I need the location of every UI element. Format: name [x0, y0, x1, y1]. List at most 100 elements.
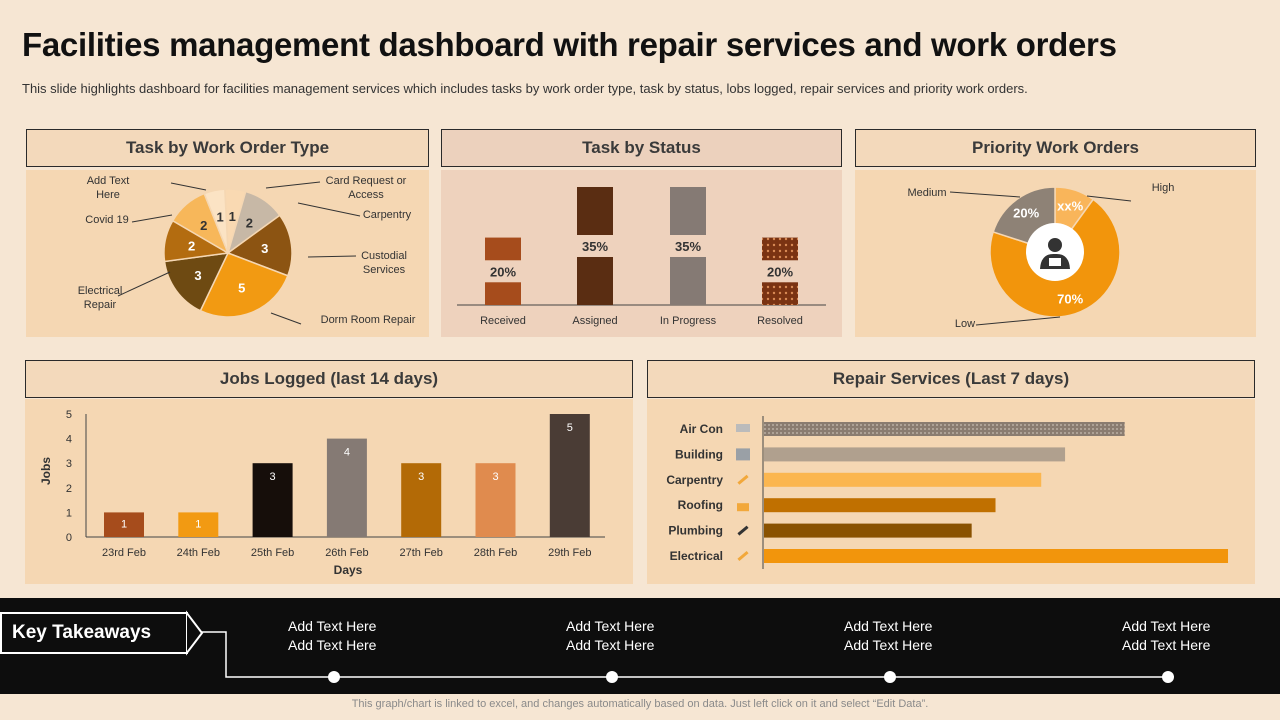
job-bar [178, 512, 219, 537]
building-icon [736, 448, 750, 461]
x-tick-label: 24th Feb [177, 547, 220, 559]
status-header: Task by Status [441, 129, 842, 167]
repair-bar [764, 549, 1229, 563]
repair-bar [764, 422, 1125, 436]
electrical-icon [737, 550, 749, 562]
x-tick-label: 26th Feb [325, 547, 368, 559]
y-tick-label: 2 [66, 483, 72, 495]
y-category-label: Carpentry [666, 473, 723, 487]
work-order-type-header: Task by Work Order Type [26, 129, 429, 167]
bar-value-label: 1 [195, 518, 201, 530]
y-category-label: Building [675, 447, 723, 461]
leader-line [307, 255, 357, 258]
repair-panel: Air Con Building Carpentry Roofing Plumbing E… [647, 399, 1255, 584]
category-label: Low [955, 318, 975, 330]
page-subtitle: This slide highlights dashboard for faci… [22, 81, 1028, 96]
priority-header: Priority Work Orders [855, 129, 1256, 167]
bar-value-label: 5 [567, 422, 573, 434]
y-category-label: Electrical [670, 549, 723, 563]
x-axis-title: Days [334, 563, 363, 577]
jobs-header: Jobs Logged (last 14 days) [25, 360, 633, 398]
x-tick-label: 25th Feb [251, 547, 294, 559]
timeline-dot [1162, 671, 1174, 683]
status-panel: 20% Received 35% Assigned 35% In Progress 20% R… [441, 170, 842, 337]
job-bar [252, 463, 293, 537]
plumbing-icon [737, 525, 749, 536]
y-tick-label: 5 [66, 409, 72, 421]
leader-line [297, 202, 361, 217]
category-label: Dorm Room Repair [321, 314, 416, 326]
x-tick-label: In Progress [660, 315, 717, 327]
timeline-dot [884, 671, 896, 683]
data-label: 35% [675, 239, 701, 254]
job-bar [401, 463, 442, 537]
data-label-bg [483, 260, 523, 283]
priority-value-label: xx% [1057, 198, 1083, 213]
leader-line [170, 182, 207, 191]
priority-chart: xx% 70% 20% Medium High Low [907, 182, 1175, 330]
data-label: 35% [582, 239, 608, 254]
data-label-bg [575, 235, 615, 257]
job-bar [549, 414, 590, 537]
slice-value-label: 3 [194, 268, 201, 283]
data-label: 20% [767, 264, 793, 279]
work-order-type-panel: 1 2 3 5 3 2 2 1 Card Request or Access Carpentry Cu… [26, 170, 429, 337]
category-label: Medium [907, 187, 946, 199]
slice-value-label: 1 [216, 210, 223, 225]
data-label-bg [760, 260, 800, 283]
category-label: Electrical Repair [78, 285, 123, 311]
y-tick-label: 1 [66, 507, 72, 519]
bar-value-label: 1 [121, 518, 127, 530]
y-tick-label: 3 [66, 458, 72, 470]
leader-line [265, 181, 321, 189]
repair-bar [764, 447, 1066, 462]
priority-value-label: 20% [1013, 205, 1039, 220]
air-con-icon [736, 424, 750, 432]
x-tick-label: 29th Feb [548, 547, 591, 559]
x-tick-label: 27th Feb [399, 547, 442, 559]
takeaway-item: Add Text Here Add Text Here [566, 618, 655, 653]
takeaway-item: Add Text Here Add Text Here [844, 618, 933, 653]
category-label: Carpentry [363, 209, 412, 221]
timeline-dot [328, 671, 340, 683]
footer-note: This graph/chart is linked to excel, and… [351, 698, 929, 710]
laptop-icon [1049, 258, 1061, 266]
data-label-bg [668, 235, 708, 257]
slice-value-label: 5 [238, 280, 245, 295]
x-tick-label: Received [480, 315, 526, 327]
leader-line [949, 191, 1021, 198]
takeaway-item: Add Text Here Add Text Here [1122, 618, 1211, 653]
job-bar [475, 463, 516, 537]
repair-bar [764, 498, 996, 513]
x-tick-label: 23rd Feb [102, 547, 146, 559]
x-tick-label: 28th Feb [474, 547, 517, 559]
y-category-label: Roofing [678, 498, 723, 512]
category-label: Add Text Here [87, 175, 130, 201]
job-bar [326, 438, 367, 537]
priority-value-label: 70% [1057, 292, 1083, 307]
slice-value-label: 2 [246, 216, 253, 231]
takeaways-timeline [200, 631, 1174, 683]
job-bar [104, 512, 144, 537]
pie-slice [226, 214, 293, 277]
status-chart: 20% Received 35% Assigned 35% In Progress 20% R… [457, 187, 826, 327]
y-axis-title: Jobs [39, 457, 53, 485]
slice-value-label: 3 [261, 241, 268, 256]
leader-line [975, 316, 1061, 326]
pie-slice [199, 252, 289, 318]
x-tick-label: Resolved [757, 315, 803, 327]
bar-value-label: 3 [418, 471, 424, 483]
roofing-icon [737, 503, 749, 512]
x-tick-label: Assigned [572, 315, 617, 327]
pie-slice [163, 252, 230, 312]
jobs-panel: 0 1 2 3 4 5 1 23rd Feb 1 24th Feb 3 25th Feb 4 26th F… [25, 399, 633, 584]
bar-value-label: 3 [270, 471, 276, 483]
y-category-label: Air Con [680, 422, 723, 436]
y-tick-label: 0 [66, 532, 72, 544]
slice-value-label: 2 [200, 218, 207, 233]
category-label: High [1152, 182, 1175, 194]
y-tick-label: 4 [66, 434, 72, 446]
bar-value-label: 4 [344, 447, 350, 459]
takeaways-band [0, 598, 1280, 694]
